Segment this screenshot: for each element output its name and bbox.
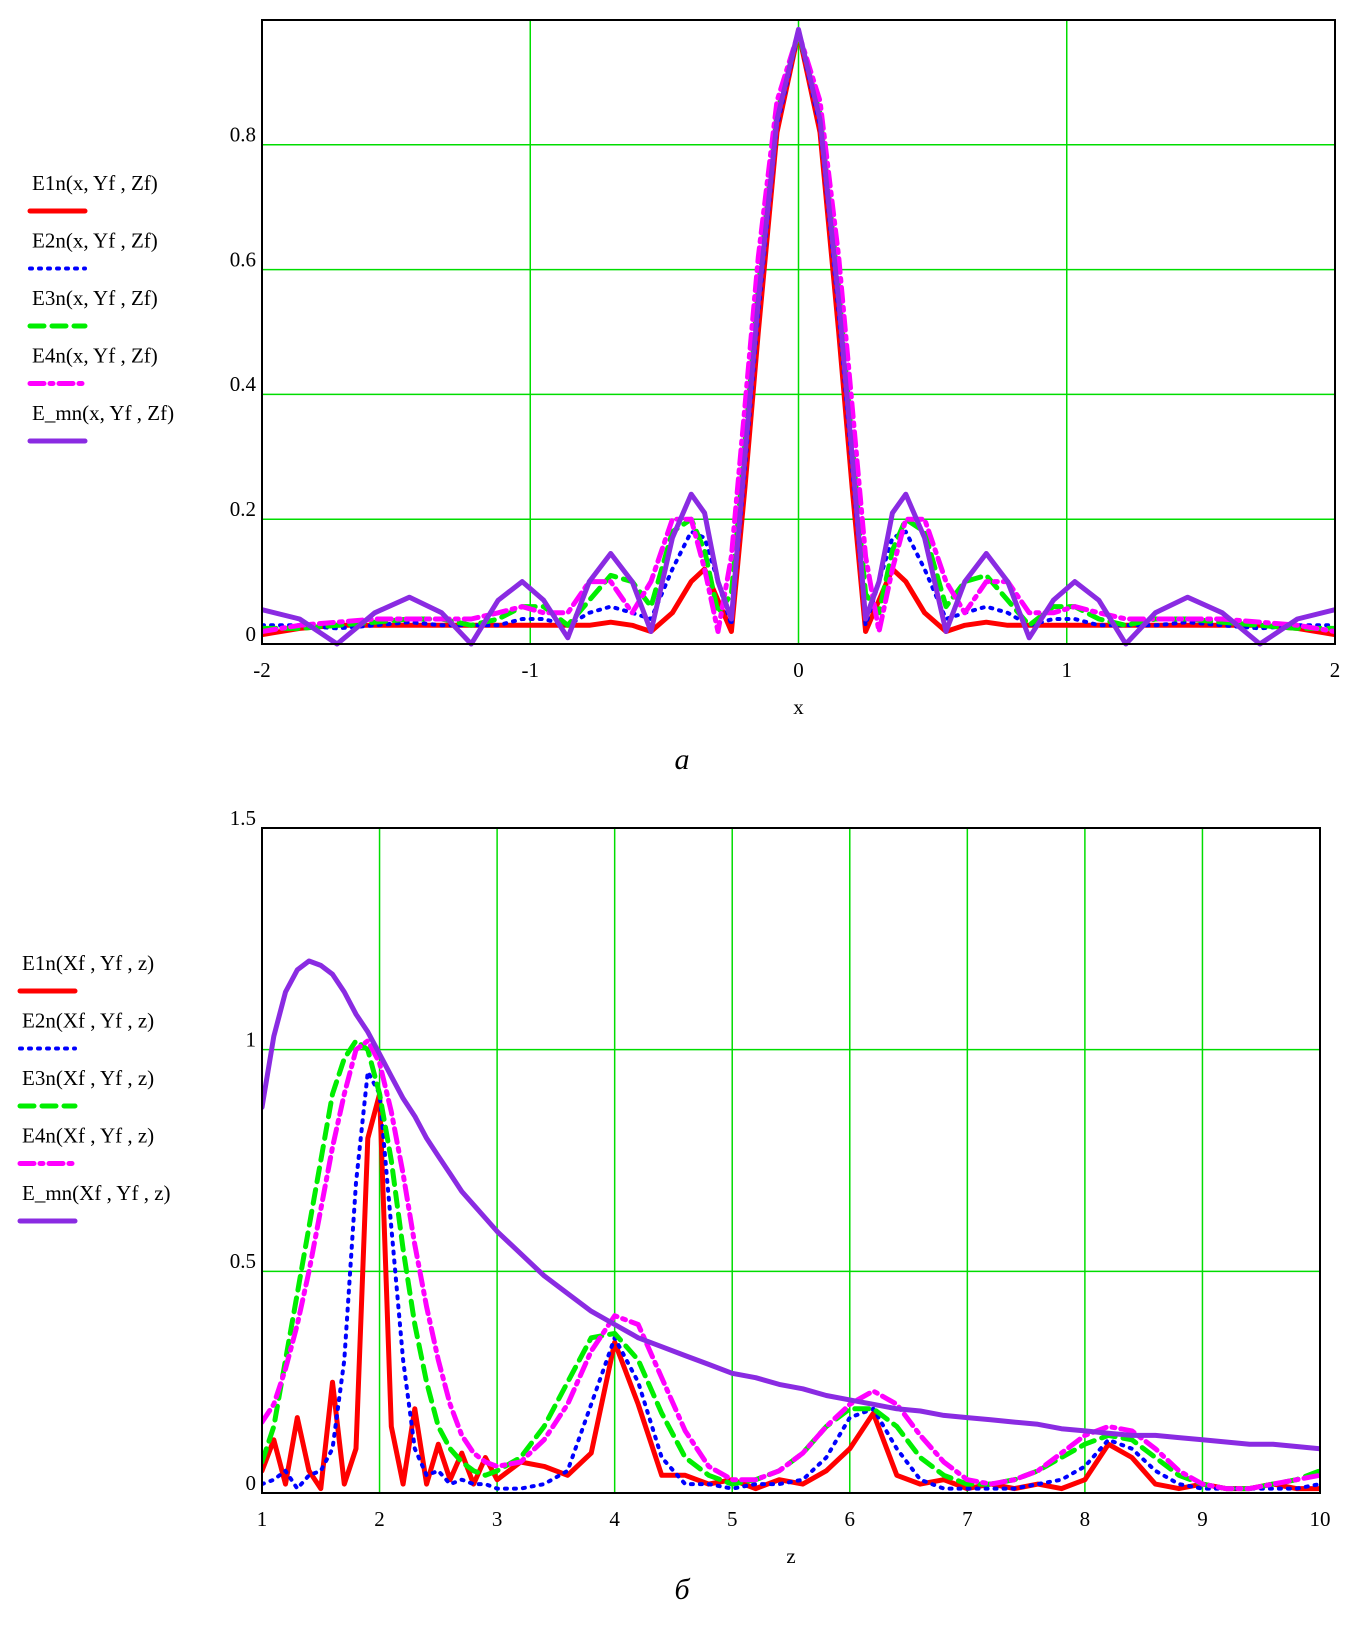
plot: 1 2 3 4 5 6 7 8 9 10 0 0.5 1 1.5 E1n(Xf , Yf , z) E2n(X… <box>17 806 1331 1606</box>
x-tick-label: 0 <box>793 658 804 682</box>
legend-label: E4n(Xf , Yf , z) <box>22 1123 154 1147</box>
x-tick-label: 5 <box>727 1507 738 1531</box>
x-tick-label: 8 <box>1080 1507 1091 1531</box>
x-tick-label: 10 <box>1310 1507 1331 1531</box>
caption: б <box>674 1573 690 1606</box>
x-axis-label: x <box>793 695 804 719</box>
series-line <box>262 1038 1320 1492</box>
plot: -2 -1 0 1 2 0 0.2 0.4 0.6 0.8 E1n(x, Yf , Zf) E2n(x… <box>27 19 1341 776</box>
y-tick-label: 0.6 <box>230 247 256 271</box>
x-tick-label: 7 <box>962 1507 973 1531</box>
series-line <box>262 26 1335 647</box>
legend-label: E1n(x, Yf , Zf) <box>32 171 158 195</box>
legend-label: E3n(x, Yf , Zf) <box>32 286 158 310</box>
legend-label: E2n(x, Yf , Zf) <box>32 228 158 252</box>
legend-label: E4n(x, Yf , Zf) <box>32 343 158 367</box>
x-tick-label: 2 <box>1330 658 1341 682</box>
x-tick-label: 1 <box>257 1507 268 1531</box>
plot-frame <box>261 827 1321 1494</box>
x-tick-label: 1 <box>1062 658 1073 682</box>
series-line <box>262 1038 1320 1492</box>
x-tick-label: 3 <box>492 1507 503 1531</box>
x-tick-label: -2 <box>253 658 271 682</box>
y-tick-label: 0.2 <box>230 497 256 521</box>
legend-label: E2n(Xf , Yf , z) <box>22 1008 154 1032</box>
series-line <box>262 1069 1320 1491</box>
plot-area <box>262 828 1320 1493</box>
legend-label: E3n(Xf , Yf , z) <box>22 1066 154 1090</box>
y-tick-label: 1.5 <box>230 806 256 830</box>
x-tick-label: 2 <box>374 1507 385 1531</box>
series-line <box>262 1091 1320 1492</box>
y-tick-label: 0 <box>246 622 257 646</box>
y-tick-label: 0 <box>246 1471 257 1495</box>
series-line <box>262 958 1320 1452</box>
legend-label: E_mn(x, Yf , Zf) <box>32 401 174 425</box>
y-tick-label: 0.5 <box>230 1249 256 1273</box>
y-tick-label: 1 <box>246 1027 257 1051</box>
legend-label: E1n(Xf , Yf , z) <box>22 951 154 975</box>
x-tick-label: 9 <box>1197 1507 1208 1531</box>
y-tick-label: 0.4 <box>230 372 257 396</box>
legend-label: E_mn(Xf , Yf , z) <box>22 1181 171 1205</box>
x-axis-label: z <box>786 1544 795 1568</box>
x-tick-label: 4 <box>609 1507 620 1531</box>
x-tick-label: -1 <box>522 658 540 682</box>
caption: а <box>675 743 690 776</box>
y-tick-label: 0.8 <box>230 123 256 147</box>
x-tick-label: 6 <box>845 1507 856 1531</box>
plot-frame <box>261 19 1336 645</box>
